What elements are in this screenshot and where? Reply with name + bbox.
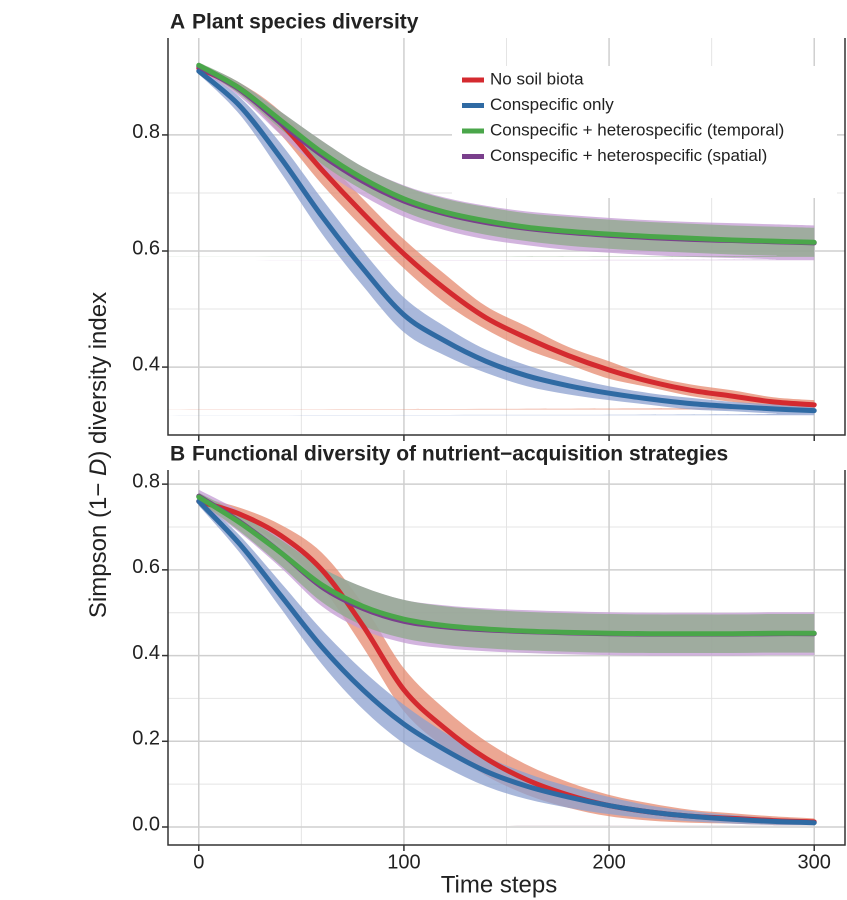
panel: 0 100 200 300 0.0 0.2 0.4 0.6 0.8 B Functional div… [132, 443, 846, 873]
axis-frame [167, 38, 846, 436]
y-tick-label: 0.2 [132, 728, 160, 750]
panel-letter: B [170, 443, 185, 466]
x-tick-label: 0 [193, 851, 204, 873]
y-tick-label: 0.8 [132, 121, 160, 143]
legend-label: Conspecific + heterospecific (temporal) [490, 120, 784, 139]
series-line [196, 68, 817, 414]
y-tick-label: 0.4 [132, 353, 160, 375]
legend-label: Conspecific + heterospecific (spatial) [490, 146, 767, 165]
y-tick-label: 0.0 [132, 813, 160, 835]
panel: 0.4 0.6 0.8 A Plant species diversity No soil… [132, 11, 846, 441]
series-layer [168, 62, 817, 416]
axis-frame [167, 470, 846, 846]
legend-label: No soil biota [490, 69, 584, 88]
confidence-band [168, 68, 815, 416]
panel-title: Plant species diversity [192, 11, 419, 34]
x-axis-label: Time steps [441, 871, 557, 898]
y-label-part: Simpson (1− [85, 476, 112, 618]
legend: No soil biota Conspecific only Conspecific… [452, 66, 837, 198]
x-tick-label: 200 [592, 851, 625, 873]
y-label-part: D [85, 459, 112, 476]
series-line [196, 65, 817, 408]
series-line [196, 62, 817, 245]
series-line [196, 498, 817, 826]
y-tick-label: 0.4 [132, 642, 160, 664]
series-layer [168, 489, 817, 826]
legend-label: Conspecific only [490, 95, 614, 114]
panel-letter: A [170, 11, 185, 34]
x-tick-label: 300 [798, 851, 831, 873]
y-tick-label: 0.6 [132, 556, 160, 578]
panel-title: Functional diversity of nutrient−acquisi… [192, 443, 728, 466]
y-label-part: ) diversity index [85, 292, 112, 459]
legend-background [452, 66, 837, 198]
y-tick-label: 0.6 [132, 237, 160, 259]
series-line [196, 494, 817, 637]
confidence-band [168, 489, 815, 656]
y-tick-label: 0.8 [132, 470, 160, 492]
x-tick-label: 100 [387, 851, 420, 873]
y-axis-label: Simpson (1− D) diversity index [85, 292, 112, 618]
confidence-band [168, 492, 815, 654]
